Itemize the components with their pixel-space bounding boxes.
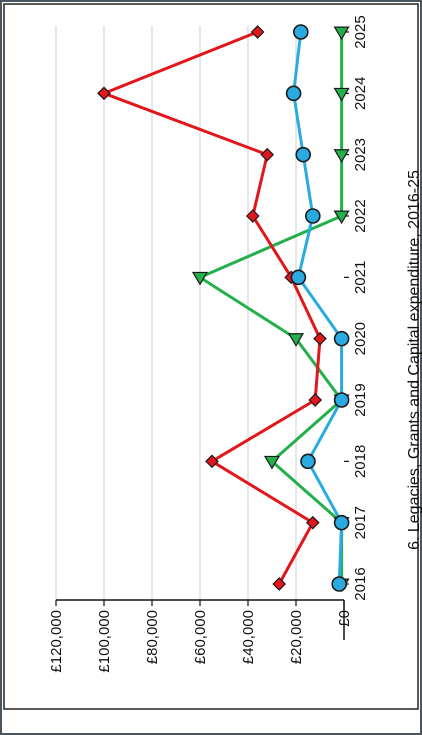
data-point	[300, 453, 316, 470]
x-tick-label: 2021	[352, 261, 369, 294]
chart-title: 6. Legacies, Grants and Capital expendit…	[406, 170, 422, 550]
data-point	[263, 455, 281, 470]
series-line	[102, 30, 322, 585]
data-point	[285, 85, 302, 102]
x-tick-label: 2018	[352, 445, 369, 478]
x-tick-label: 2024	[352, 77, 369, 110]
y-tick-label: £120,000	[48, 610, 65, 673]
data-point	[305, 515, 320, 530]
data-point	[333, 392, 350, 408]
x-tick-label: 2025	[352, 15, 369, 48]
x-tick-label: 2019	[352, 383, 369, 416]
data-point	[333, 87, 350, 102]
x-tick-label: 2022	[352, 199, 369, 232]
data-point	[287, 333, 305, 347]
data-point	[331, 576, 348, 592]
data-point	[308, 393, 323, 407]
data-point	[205, 454, 219, 469]
y-tick-label: £80,000	[144, 610, 161, 664]
grid-lines	[55, 26, 345, 606]
y-tick-label: £0	[336, 610, 353, 627]
series-legacies	[191, 26, 350, 593]
y-tick-labels: £0 £20,000 £40,000 £60,000 £80,000 £100,000 £1…	[48, 610, 353, 673]
data-point	[191, 271, 209, 286]
chart-inner-border	[3, 3, 419, 710]
data-point	[295, 146, 312, 163]
data-point	[333, 210, 350, 225]
series-line	[292, 31, 344, 585]
data-point	[97, 86, 111, 101]
data-point	[292, 24, 309, 40]
data-point	[304, 208, 321, 224]
series-grants	[285, 24, 350, 592]
data-point	[313, 331, 327, 346]
data-point	[260, 147, 275, 162]
axes	[56, 599, 345, 640]
y-tick-label: £100,000	[96, 610, 113, 673]
y-tick-label: £60,000	[192, 610, 209, 664]
x-tick-label: 2023	[352, 138, 369, 171]
series	[97, 24, 350, 593]
data-point	[333, 514, 350, 531]
x-tick-label: 2016	[352, 567, 369, 600]
data-point	[333, 149, 350, 163]
series-capital-expenditure	[97, 25, 327, 591]
y-tick-label: £40,000	[240, 610, 257, 664]
data-point	[250, 25, 265, 39]
data-point	[333, 330, 350, 347]
data-point	[272, 577, 287, 591]
y-tick-label: £20,000	[288, 610, 305, 664]
series-line	[198, 32, 344, 584]
x-tick-labels: 2016 2017 2018 2019 2020 2021 2022 2023 2024 2025	[344, 15, 369, 601]
data-point	[290, 269, 307, 286]
data-point	[333, 26, 350, 41]
data-point	[245, 209, 260, 223]
x-tick-label: 2020	[352, 322, 369, 355]
x-tick-label: 2017	[352, 506, 369, 539]
